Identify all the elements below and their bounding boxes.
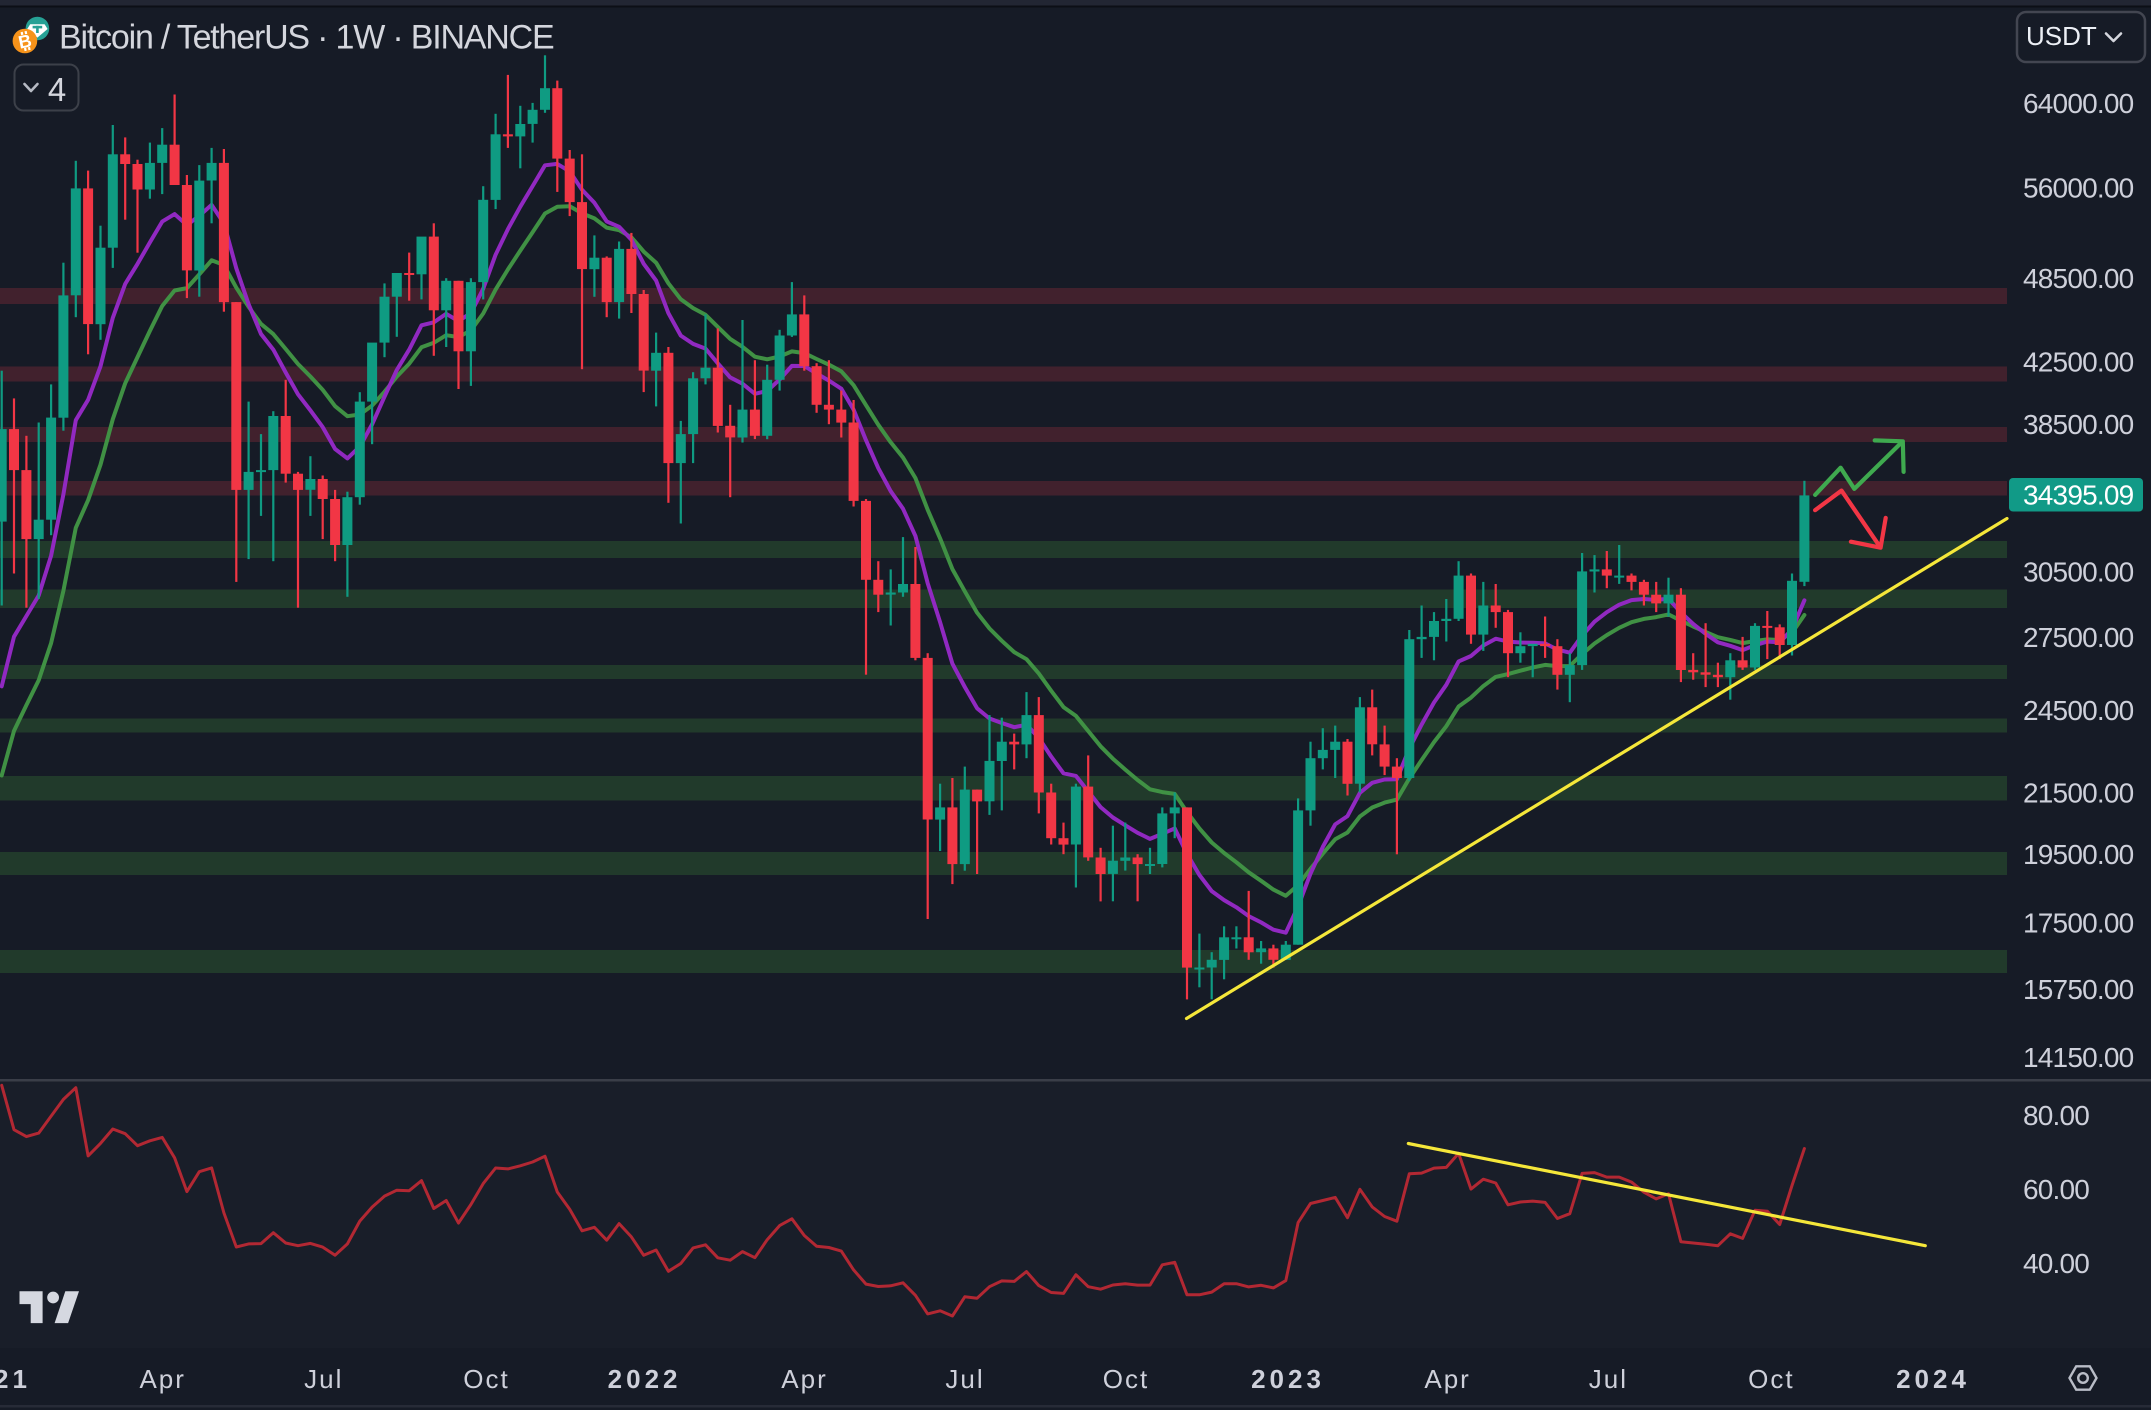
svg-text:34395.09: 34395.09 [2023,480,2134,511]
svg-text:30500.00: 30500.00 [2023,556,2134,587]
svg-text:80.00: 80.00 [2023,1100,2089,1131]
svg-text:Jul: Jul [945,1364,984,1394]
svg-text:60.00: 60.00 [2023,1174,2089,1205]
svg-text:17500.00: 17500.00 [2023,908,2134,939]
svg-text:2022: 2022 [608,1364,682,1394]
svg-text:38500.00: 38500.00 [2023,409,2134,440]
svg-text:Jul: Jul [1589,1364,1628,1394]
svg-text:2023: 2023 [1251,1364,1325,1394]
svg-text:Apr: Apr [1424,1364,1470,1394]
svg-text:4: 4 [48,71,66,108]
svg-text:Oct: Oct [463,1364,509,1394]
svg-text:56000.00: 56000.00 [2023,172,2134,203]
svg-text:42500.00: 42500.00 [2023,347,2134,378]
svg-text:14150.00: 14150.00 [2023,1042,2134,1073]
svg-text:24500.00: 24500.00 [2023,695,2134,726]
svg-text:Oct: Oct [1103,1364,1149,1394]
svg-text:2024: 2024 [1896,1364,1970,1394]
svg-text:19500.00: 19500.00 [2023,839,2134,870]
svg-text:15750.00: 15750.00 [2023,974,2134,1005]
svg-text:48500.00: 48500.00 [2023,263,2134,294]
svg-text:40.00: 40.00 [2023,1248,2089,1279]
svg-text:Apr: Apr [781,1364,827,1394]
svg-text:Apr: Apr [139,1364,185,1394]
svg-text:Jul: Jul [304,1364,343,1394]
svg-text:USDT: USDT [2026,21,2097,51]
svg-text:Bitcoin / TetherUS · 1W · BINA: Bitcoin / TetherUS · 1W · BINANCE [59,19,554,57]
svg-text:2021: 2021 [0,1364,31,1394]
svg-text:Oct: Oct [1748,1364,1794,1394]
svg-text:64000.00: 64000.00 [2023,88,2134,119]
svg-text:21500.00: 21500.00 [2023,778,2134,809]
svg-text:27500.00: 27500.00 [2023,622,2134,653]
